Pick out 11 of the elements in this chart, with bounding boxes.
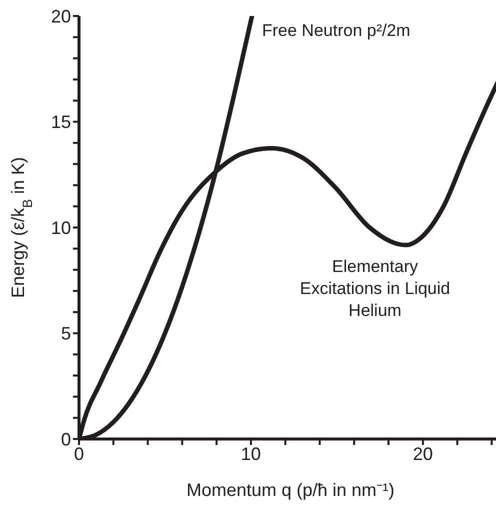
y-tick-label: 15	[50, 112, 71, 132]
y-tick-label: 10	[50, 218, 71, 238]
series-label: Free Neutron p²/2m	[262, 21, 410, 40]
x-tick-label: 10	[240, 444, 261, 464]
y-tick-label: 20	[50, 6, 71, 26]
x-axis-title: Momentum q (p/ħ in nm⁻¹)	[186, 480, 395, 500]
y-tick-label: 0	[60, 429, 71, 450]
y-tick-label: 5	[60, 324, 71, 344]
text: Elementary Excitations in Liquid Helium	[300, 257, 450, 320]
x-tick-label: 20	[412, 444, 433, 464]
x-tick-label: 0	[74, 444, 84, 464]
